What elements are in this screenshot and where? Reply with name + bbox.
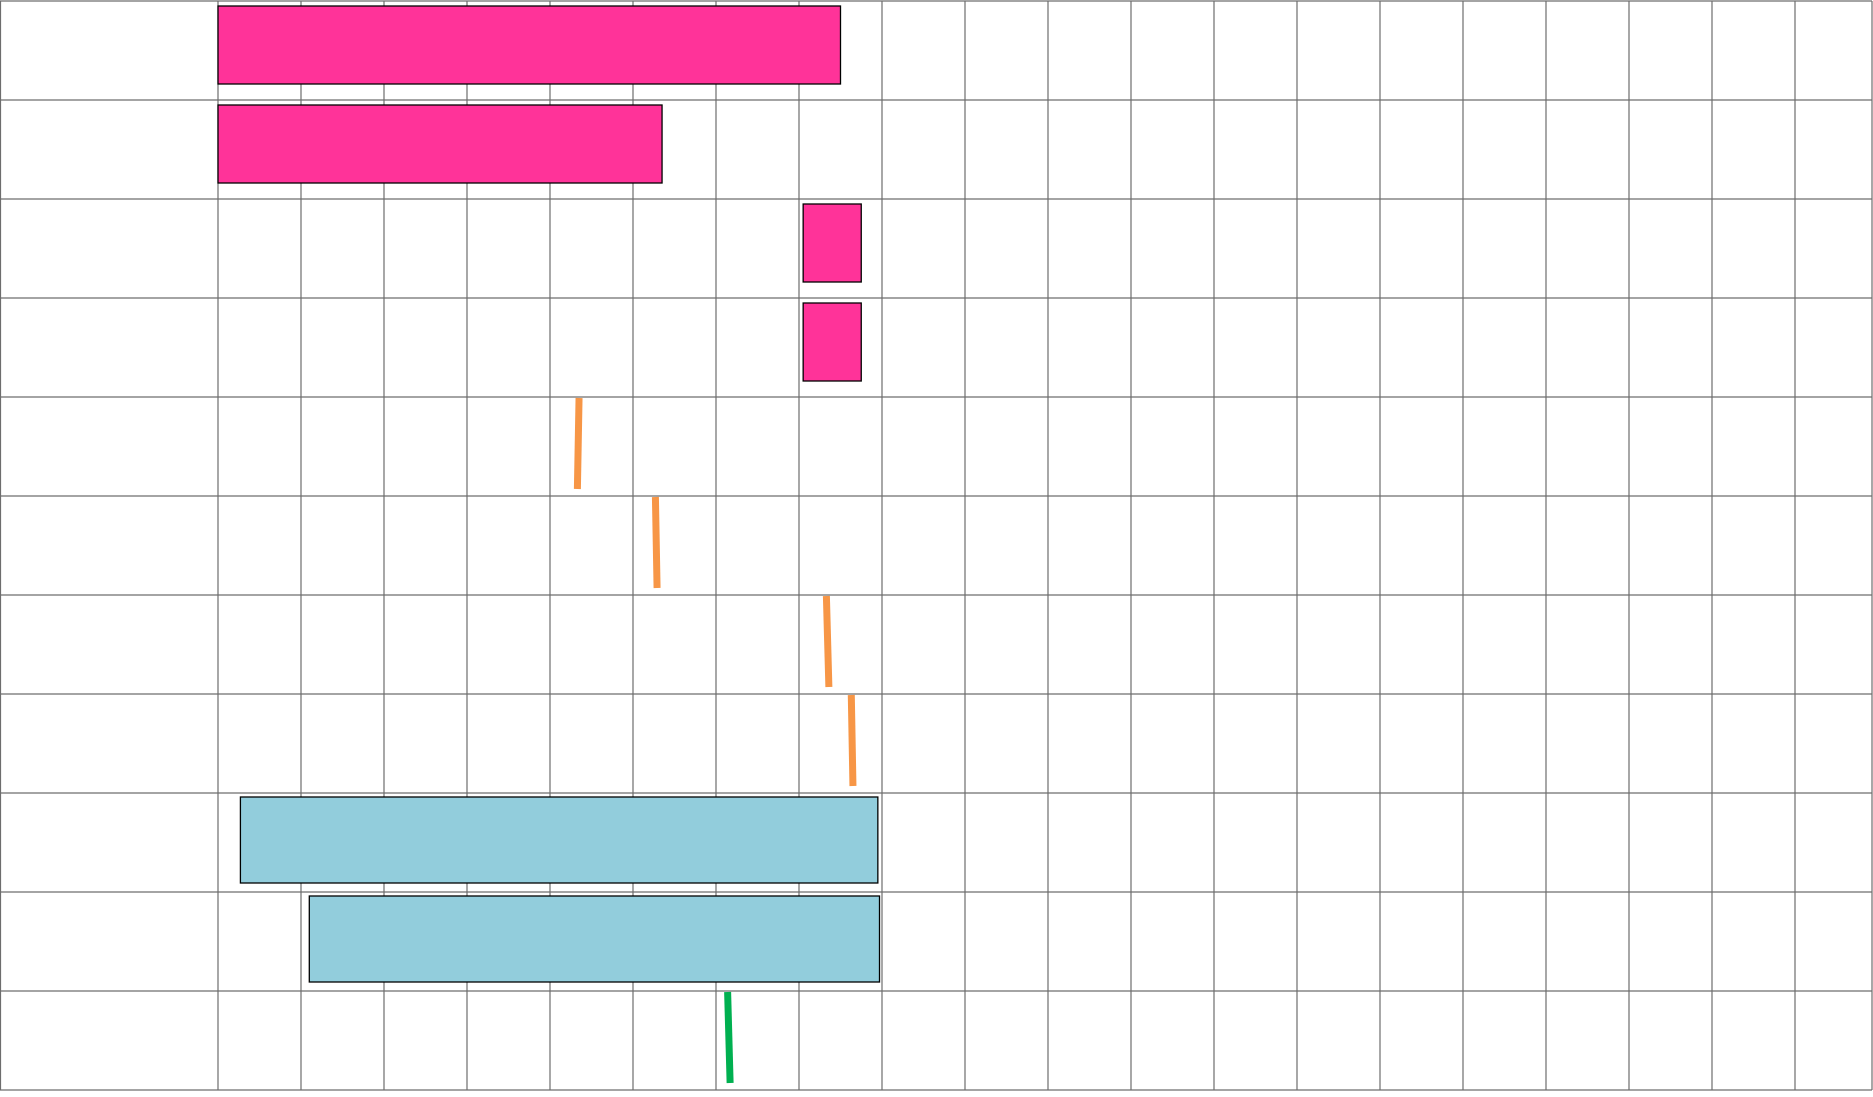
task-milestone-row-7 <box>822 595 833 688</box>
task-bar-row-2 <box>217 104 663 184</box>
task-milestone-row-6 <box>651 496 661 589</box>
task-bar-row-4 <box>802 302 862 382</box>
task-bar-row-3 <box>802 203 862 283</box>
task-milestone-row-8 <box>847 694 857 787</box>
task-bar-row-10 <box>308 895 881 983</box>
task-milestone-row-5 <box>573 397 583 490</box>
task-bar-row-1 <box>217 5 842 85</box>
task-milestone-row-11 <box>724 991 734 1084</box>
task-bars <box>217 5 881 1084</box>
task-bar-row-9 <box>239 796 879 884</box>
